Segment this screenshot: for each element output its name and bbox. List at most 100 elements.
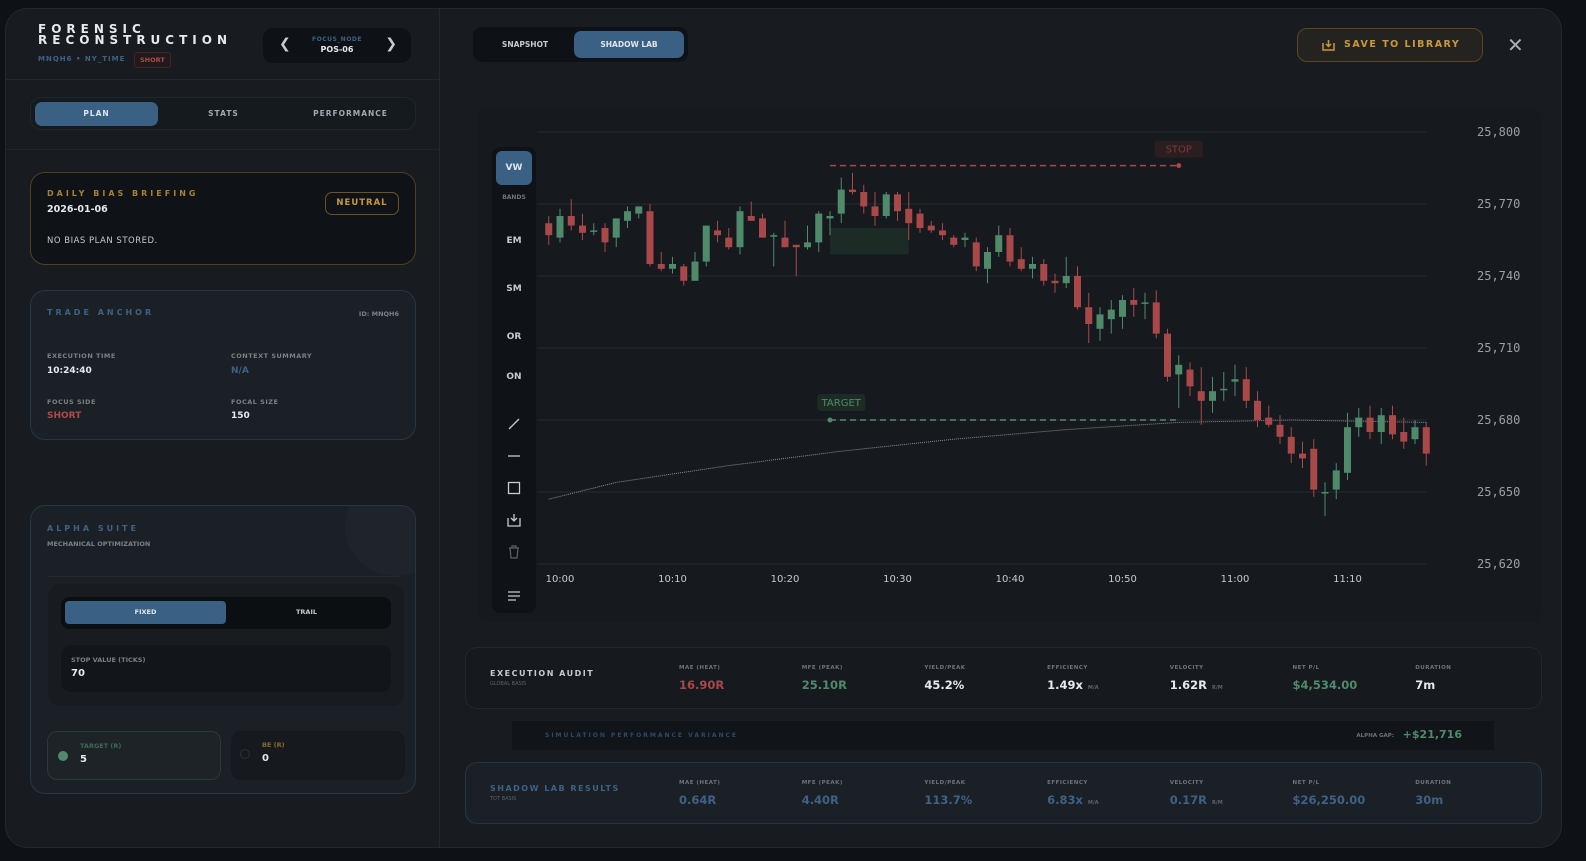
candle-body [1074, 276, 1081, 308]
candle-body [1389, 415, 1396, 435]
target-tag: TARGET [821, 398, 862, 409]
x-tick-label: 10:30 [883, 574, 912, 585]
mode-fixed[interactable]: FIXED [65, 601, 226, 624]
candle-body [1051, 280, 1059, 284]
alpha-subtitle: MECHANICAL OPTIMIZATION [47, 540, 151, 548]
candle-body [1017, 259, 1025, 269]
candle-body [567, 216, 575, 226]
metric-value: 0.64R [679, 793, 716, 807]
candle-body [950, 237, 958, 245]
candle-body [1411, 427, 1419, 440]
trash-icon[interactable] [507, 545, 521, 559]
left-panel: FORENSIC RECONSTRUCTION MNQH6 • NY_TIME S… [6, 9, 440, 847]
metric-number: 4.40R [801, 793, 839, 807]
candle-body [1209, 391, 1216, 401]
close-icon[interactable]: ✕ [1507, 33, 1524, 57]
focus-side-value: SHORT [47, 411, 82, 421]
tab-performance[interactable]: PERFORMANCE [313, 109, 388, 118]
variance-label: SIMULATION PERFORMANCE VARIANCE [545, 732, 738, 739]
candle-body [1321, 492, 1329, 494]
stop-tag: STOP [1166, 145, 1192, 156]
context-summary-value: N/A [231, 366, 249, 376]
be-enabled-dot[interactable] [240, 749, 250, 759]
candle-body [1242, 379, 1250, 401]
candle-body [849, 189, 856, 192]
metric-value: 1.49x M/A [1047, 678, 1098, 692]
audit-title: EXECUTION AUDIT [490, 669, 595, 678]
y-tick-label: 25,620 [1477, 557, 1520, 571]
tab-snapshot[interactable]: SNAPSHOT [501, 40, 549, 49]
target-r-input[interactable]: TARGET (R) 5 [47, 731, 221, 780]
stop-value: 70 [71, 668, 85, 679]
target-enabled-dot[interactable] [58, 751, 68, 761]
x-tick-label: 10:10 [658, 574, 687, 585]
sm-button[interactable]: SM [506, 284, 522, 294]
candle-body [601, 228, 609, 243]
mode-trail[interactable]: TRAIL [295, 608, 318, 616]
x-tick-label: 11:10 [1333, 574, 1362, 585]
metric-label: VELOCITY [1169, 665, 1204, 671]
horizontal-line-tool-icon[interactable] [507, 449, 521, 463]
anchor-id: ID: MNQH6 [358, 310, 399, 318]
candle-body [826, 216, 834, 219]
save-label: SAVE TO LIBRARY [1344, 39, 1461, 50]
stop-value-input[interactable]: STOP VALUE (TICKS) 70 [61, 645, 391, 692]
candle-body [1062, 276, 1070, 284]
chevron-left-icon[interactable]: ❮ [279, 36, 291, 52]
target-handle [827, 417, 833, 423]
tab-shadow-lab[interactable]: SHADOW LAB [574, 31, 684, 58]
view-mode-toggle: SNAPSHOT SHADOW LAB [473, 27, 688, 62]
menu-icon[interactable] [507, 589, 521, 603]
or-button[interactable]: OR [506, 332, 522, 342]
alpha-title: ALPHA SUITE [47, 524, 139, 533]
candle-body [961, 237, 969, 240]
metric-label: VELOCITY [1169, 780, 1204, 786]
metric-unit: R/M [1212, 685, 1223, 691]
chart-toolbar: VW BANDS EM SM OR ON [492, 147, 536, 613]
y-tick-label: 25,680 [1477, 413, 1520, 427]
bands-label: BANDS [502, 194, 526, 201]
candle-body [1299, 453, 1306, 459]
alpha-suite-card: ALPHA SUITE MECHANICAL OPTIMIZATION FIXE… [30, 505, 416, 794]
candle-body [804, 242, 811, 248]
trade-anchor-card: TRADE ANCHOR ID: MNQH6 EXECUTION TIME 10… [30, 290, 416, 440]
candle-body [624, 211, 631, 221]
em-button[interactable]: EM [506, 236, 522, 246]
candle-body [556, 216, 564, 238]
metric-number: $26,250.00 [1292, 793, 1366, 807]
entry-zone [830, 228, 909, 255]
metric-number: 0.64R [679, 793, 717, 807]
tab-stats[interactable]: STATS [208, 109, 239, 118]
metric-number: 6.83x [1047, 793, 1083, 807]
candlestick-chart[interactable]: 25,800 25,770 25,740 25,710 25,680 25,650 25,6… [477, 107, 1541, 622]
left-tabs: PLAN STATS PERFORMANCE [30, 97, 416, 130]
save-to-library-button[interactable]: SAVE TO LIBRARY [1297, 28, 1483, 62]
candle-body [1332, 470, 1340, 490]
candle-body [646, 211, 654, 264]
candle-body [1287, 436, 1295, 454]
be-r-input[interactable]: BE (R) 0 [231, 731, 405, 780]
candle-body [759, 218, 766, 238]
rectangle-tool-icon[interactable] [507, 481, 521, 495]
tab-plan[interactable]: PLAN [35, 102, 158, 126]
metric-number: 113.7% [924, 793, 973, 807]
on-button[interactable]: ON [506, 372, 522, 382]
candle-body [1231, 379, 1239, 382]
metric-label: MFE (PEAK) [801, 665, 843, 671]
candle-body [714, 230, 721, 236]
candle-body [871, 206, 879, 216]
metric-label: EFFICIENCY [1047, 780, 1088, 786]
candle-body [1344, 427, 1351, 473]
candle-body [725, 237, 733, 248]
metric-unit: R/M [1212, 800, 1223, 806]
download-icon[interactable] [507, 513, 521, 527]
candle-body [1254, 400, 1261, 420]
candle-body [1085, 307, 1093, 324]
metric-number: 45.2% [924, 678, 965, 692]
metric-value: $26,250.00 [1293, 793, 1366, 807]
bias-date: 2026-01-06 [47, 204, 108, 215]
candle-body [792, 244, 800, 248]
line-tool-icon[interactable] [507, 417, 521, 431]
vw-button[interactable]: VW [496, 151, 532, 185]
chevron-right-icon[interactable]: ❯ [385, 36, 397, 52]
